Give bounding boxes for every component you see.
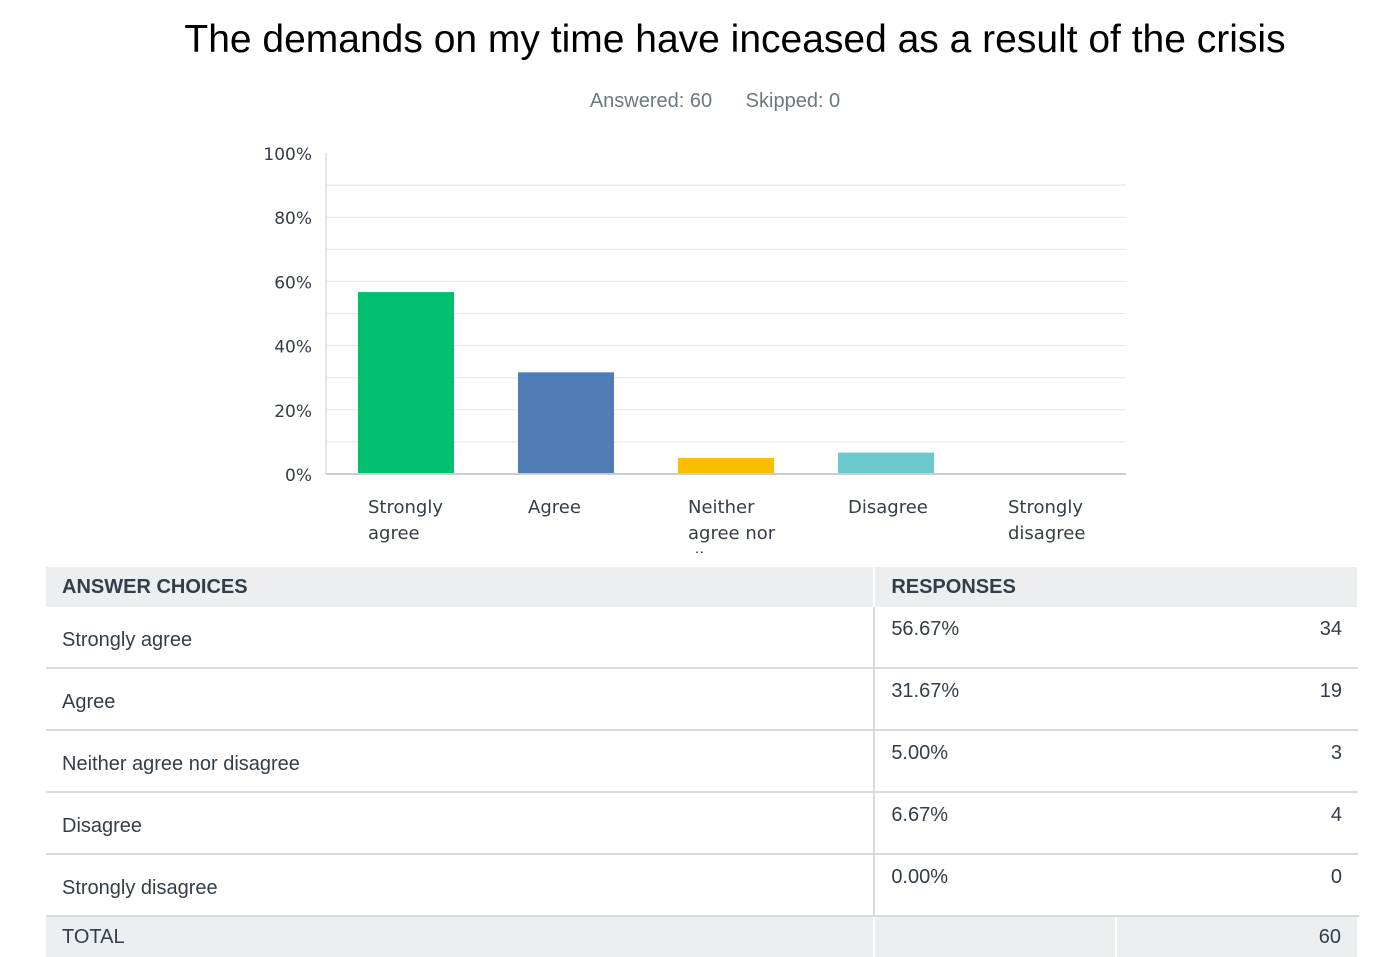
response-percent: 0.00%: [874, 854, 1117, 917]
answer-choice: Strongly agree: [46, 607, 876, 669]
answered-count: Answered: 60: [589, 90, 713, 112]
bar-chart: 0% 20% 40% 60% 80% 100% Strongly agree Agree Nei…: [263, 145, 1126, 560]
y-tick-label: 60%: [274, 273, 312, 293]
responses-header[interactable]: RESPONSES: [874, 567, 1359, 607]
skipped-count: Skipped: 0: [745, 90, 841, 112]
y-tick-label: 40%: [274, 338, 312, 358]
total-count: 60: [1116, 916, 1359, 957]
table-row: Strongly disagree 0.00% 0: [46, 854, 1358, 917]
response-count: 19: [1116, 668, 1358, 731]
chart-title: The demands on my time have inceased as …: [184, 18, 1286, 61]
response-percent: 5.00%: [874, 730, 1117, 793]
table-header-row: ANSWER CHOICES RESPONSES: [46, 567, 1359, 607]
x-tick-label: Agree: [528, 497, 581, 518]
x-tick-label: disagree: [1008, 523, 1085, 544]
answer-choice: Strongly disagree: [46, 854, 876, 917]
x-tick-label: Strongly: [1008, 497, 1083, 518]
response-percent: 56.67%: [874, 607, 1117, 669]
response-count: 34: [1116, 607, 1358, 669]
response-count: 0: [1116, 854, 1358, 917]
x-tick-label: Neither: [688, 497, 755, 518]
y-tick-label: 100%: [263, 145, 312, 165]
table-total-row: TOTAL 60: [46, 916, 1359, 957]
results-table: ANSWER CHOICES RESPONSES Strongly agree 5…: [46, 567, 1359, 957]
x-tick-label: agree: [368, 523, 420, 544]
total-label: TOTAL: [46, 916, 876, 957]
bar-1[interactable]: [358, 292, 454, 474]
table-row: Strongly agree 56.67% 34: [46, 607, 1358, 669]
x-tick-label: Strongly: [368, 497, 443, 518]
answer-choice: Neither agree nor disagree: [46, 730, 876, 793]
chart-gridlines: [326, 184, 1126, 443]
response-count: 3: [1116, 730, 1358, 793]
x-axis-labels: Strongly agree Agree Neither agree nor di... D…: [368, 497, 1085, 560]
answer-choices-header[interactable]: ANSWER CHOICES: [46, 567, 876, 607]
total-blank: [874, 916, 1118, 957]
bar-4[interactable]: [838, 452, 934, 474]
response-stats: Answered: 60 Skipped: 0: [0, 90, 1384, 113]
response-percent: 31.67%: [874, 668, 1117, 731]
chart-bars: [358, 292, 934, 474]
y-tick-label: 80%: [274, 209, 312, 229]
response-percent: 6.67%: [874, 792, 1117, 855]
y-tick-label: 0%: [285, 466, 312, 486]
x-tick-label: agree nor: [688, 523, 776, 544]
x-tick-label: Disagree: [848, 497, 928, 518]
answer-choice: Agree: [46, 668, 876, 731]
answer-choice: Disagree: [46, 792, 876, 855]
table-row: Agree 31.67% 19: [46, 668, 1358, 731]
bar-2[interactable]: [518, 372, 614, 474]
x-tick-label: di...: [688, 549, 722, 560]
y-axis-ticks: 0% 20% 40% 60% 80% 100%: [263, 145, 312, 486]
y-tick-label: 20%: [274, 402, 312, 422]
table-row: Disagree 6.67% 4: [46, 792, 1358, 855]
response-count: 4: [1116, 792, 1358, 855]
table-row: Neither agree nor disagree 5.00% 3: [46, 730, 1358, 793]
bar-3[interactable]: [678, 457, 774, 474]
